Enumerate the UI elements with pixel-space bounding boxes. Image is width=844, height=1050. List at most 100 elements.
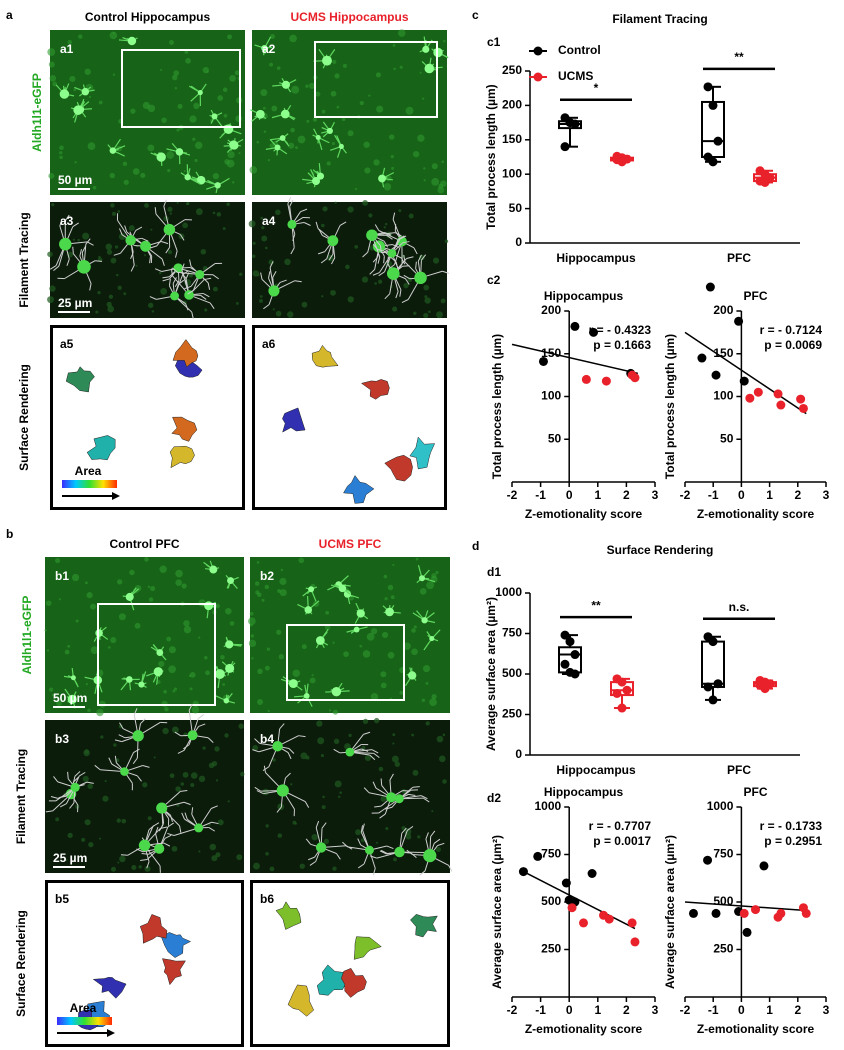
data-point bbox=[560, 630, 570, 640]
trace bbox=[45, 810, 53, 813]
significance-label: ** bbox=[734, 50, 744, 64]
cell-surface bbox=[162, 958, 186, 986]
x-tick-label: Hippocampus bbox=[556, 763, 636, 777]
texture bbox=[231, 181, 235, 184]
texture bbox=[387, 584, 394, 591]
texture bbox=[163, 689, 167, 694]
texture bbox=[399, 690, 404, 695]
texture bbox=[175, 569, 183, 578]
texture bbox=[440, 298, 446, 304]
texture bbox=[168, 646, 176, 654]
texture bbox=[424, 297, 431, 304]
trace bbox=[315, 820, 320, 828]
texture bbox=[442, 733, 446, 737]
trace bbox=[387, 256, 389, 264]
texture bbox=[85, 581, 88, 585]
texture bbox=[226, 202, 230, 207]
texture bbox=[269, 62, 274, 67]
texture bbox=[160, 68, 163, 72]
texture bbox=[193, 102, 200, 110]
colorbar-arrowhead bbox=[107, 1029, 115, 1037]
trace bbox=[430, 830, 436, 837]
panel-letter: c bbox=[472, 8, 479, 22]
trace bbox=[142, 765, 150, 768]
cell bbox=[59, 89, 70, 99]
texture bbox=[306, 119, 310, 123]
texture bbox=[123, 292, 127, 296]
y-tick-label: 500 bbox=[713, 894, 733, 908]
texture bbox=[411, 628, 416, 633]
trace bbox=[179, 234, 185, 241]
cell bbox=[70, 675, 76, 681]
y-axis-label: Total process length (µm) bbox=[484, 84, 498, 229]
cell bbox=[338, 584, 347, 593]
texture bbox=[215, 603, 220, 609]
data-point bbox=[703, 855, 713, 865]
texture bbox=[44, 629, 47, 632]
cell bbox=[156, 152, 166, 162]
texture bbox=[321, 109, 326, 114]
texture bbox=[87, 142, 96, 151]
x-axis-label: Z-emotionality score bbox=[525, 1022, 643, 1036]
texture bbox=[55, 817, 60, 822]
texture bbox=[131, 865, 137, 871]
texture bbox=[366, 632, 375, 641]
trace bbox=[389, 773, 394, 781]
texture bbox=[222, 87, 228, 93]
texture bbox=[370, 627, 378, 635]
texture bbox=[229, 75, 236, 82]
texture bbox=[75, 804, 80, 809]
stat-annotation: p = 0.2951 bbox=[764, 834, 822, 848]
texture bbox=[162, 727, 169, 735]
cell bbox=[223, 124, 234, 134]
trace bbox=[171, 267, 178, 273]
colorbar-label: Area bbox=[70, 1001, 97, 1015]
micrograph bbox=[50, 202, 245, 318]
texture bbox=[435, 846, 441, 852]
x-axis-label: Z-emotionality score bbox=[697, 507, 815, 521]
y-tick-label: 750 bbox=[502, 626, 522, 640]
texture bbox=[130, 108, 136, 114]
texture bbox=[257, 273, 260, 277]
texture bbox=[424, 295, 428, 299]
texture bbox=[109, 31, 118, 40]
cell bbox=[423, 849, 437, 863]
texture bbox=[256, 140, 260, 144]
texture bbox=[86, 592, 93, 599]
trace bbox=[108, 757, 113, 765]
texture bbox=[437, 186, 445, 194]
texture bbox=[138, 865, 142, 869]
trace bbox=[162, 278, 170, 282]
trace bbox=[150, 245, 157, 249]
texture bbox=[390, 595, 395, 600]
texture bbox=[271, 105, 278, 112]
texture bbox=[347, 130, 354, 137]
cell bbox=[272, 741, 283, 752]
cell bbox=[312, 177, 321, 186]
y-tick-label: 0 bbox=[515, 235, 522, 249]
texture bbox=[417, 835, 421, 839]
texture bbox=[214, 746, 220, 752]
texture bbox=[234, 70, 240, 76]
cell bbox=[229, 141, 239, 150]
texture bbox=[227, 151, 235, 159]
trace bbox=[180, 789, 188, 792]
cell bbox=[315, 636, 325, 645]
texture bbox=[189, 672, 196, 678]
data-point bbox=[713, 679, 723, 689]
cell bbox=[132, 730, 144, 742]
texture bbox=[276, 629, 282, 635]
data-point bbox=[617, 703, 627, 713]
cell-surface bbox=[282, 407, 306, 433]
trace bbox=[362, 823, 365, 831]
trace bbox=[372, 256, 379, 263]
texture bbox=[180, 782, 185, 786]
texture bbox=[341, 117, 346, 122]
trace bbox=[342, 841, 348, 848]
x-tick-label: -2 bbox=[507, 1003, 518, 1017]
texture bbox=[166, 151, 175, 159]
texture bbox=[272, 308, 275, 311]
texture bbox=[117, 210, 121, 213]
texture bbox=[278, 654, 284, 660]
texture bbox=[189, 687, 193, 691]
